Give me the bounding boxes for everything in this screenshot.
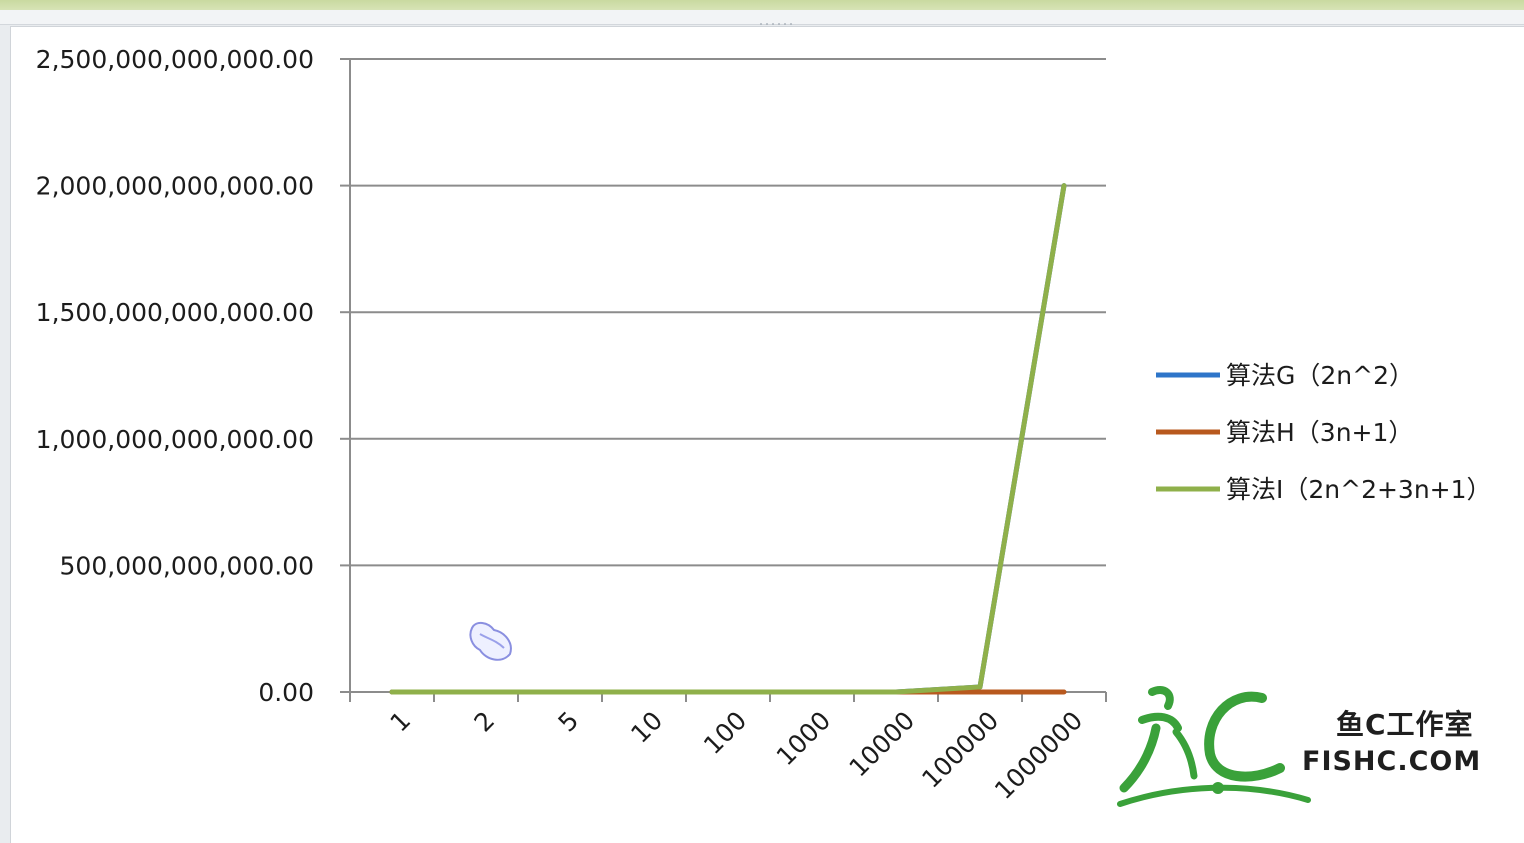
x-tick-label: 10000 bbox=[843, 706, 920, 783]
y-tick-label: 500,000,000,000.00 bbox=[60, 551, 314, 580]
gridlines bbox=[340, 59, 1106, 692]
x-tick-label: 100 bbox=[698, 706, 752, 760]
y-tick-label: 0.00 bbox=[258, 678, 314, 707]
fishc-logo-icon bbox=[1120, 690, 1308, 804]
legend[interactable]: 算法G（2n^2） 算法H（3n+1） 算法I（2n^2+3n+1） bbox=[1156, 361, 1492, 504]
watermark-site: FISHC.COM bbox=[1302, 746, 1481, 777]
y-axis-tick-labels: 0.00 500,000,000,000.00 1,000,000,000,000.… bbox=[36, 45, 314, 707]
x-tick-label: 10 bbox=[625, 706, 668, 749]
y-tick-label: 2,000,000,000,000.00 bbox=[36, 172, 314, 201]
x-tick-label: 1000 bbox=[771, 706, 836, 771]
y-tick-label: 1,000,000,000,000.00 bbox=[36, 425, 314, 454]
y-tick-label: 2,500,000,000,000.00 bbox=[36, 45, 314, 74]
legend-entry-label: 算法I（2n^2+3n+1） bbox=[1226, 475, 1492, 504]
x-tick-label: 100000 bbox=[916, 706, 1004, 794]
legend-entry-label: 算法H（3n+1） bbox=[1226, 418, 1413, 447]
x-tick-label: 1 bbox=[384, 706, 416, 738]
x-tick-label: 1000000 bbox=[989, 706, 1088, 805]
watermark-studio-name: 鱼C工作室 bbox=[1336, 703, 1474, 743]
x-tick-label: 2 bbox=[468, 706, 500, 738]
legend-entry-label: 算法G（2n^2） bbox=[1226, 361, 1414, 390]
x-tick-label: 5 bbox=[552, 706, 584, 738]
y-tick-label: 1,500,000,000,000.00 bbox=[36, 298, 314, 327]
cursor-smudge-icon bbox=[470, 623, 510, 660]
